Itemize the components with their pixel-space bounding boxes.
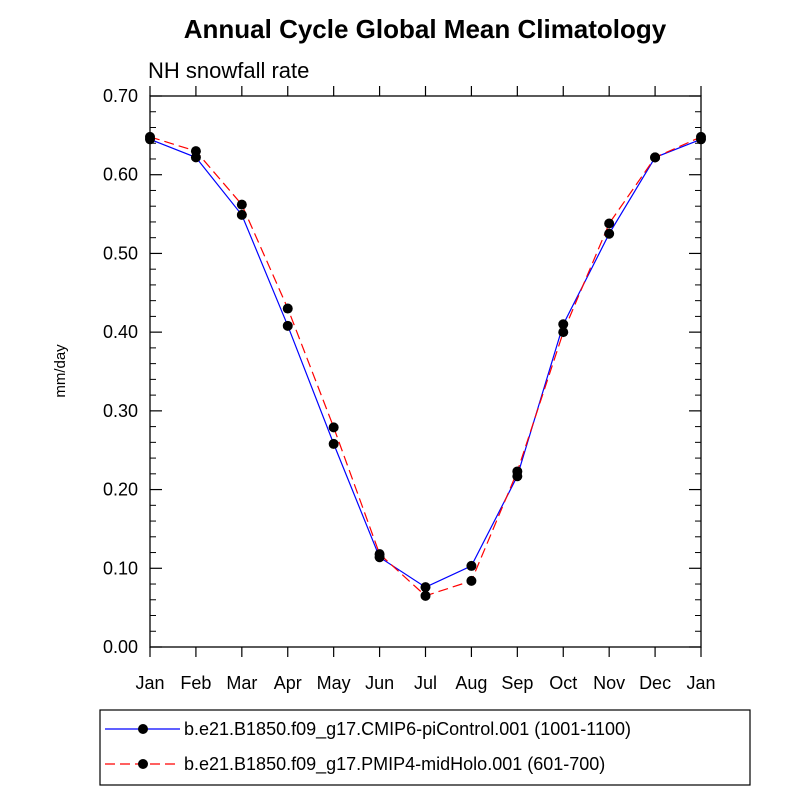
x-tick-label: Jan bbox=[686, 673, 715, 693]
y-tick-label: 0.40 bbox=[103, 322, 138, 342]
chart-subtitle: NH snowfall rate bbox=[148, 58, 309, 83]
data-point-s0-2 bbox=[236, 209, 247, 220]
y-tick-label: 0.60 bbox=[103, 165, 138, 185]
data-point-s0-7 bbox=[466, 560, 477, 571]
data-point-s1-6 bbox=[420, 590, 431, 601]
data-point-s1-5 bbox=[374, 549, 385, 560]
series-line-0 bbox=[149, 138, 702, 588]
x-tick-label: Dec bbox=[639, 673, 671, 693]
legend-label-1: b.e21.B1850.f09_g17.PMIP4-midHolo.001 (6… bbox=[184, 754, 605, 775]
data-point-s1-10 bbox=[604, 218, 615, 229]
legend-box bbox=[99, 709, 751, 786]
data-point-s1-7 bbox=[466, 575, 477, 586]
x-tick-label: Jun bbox=[365, 673, 394, 693]
data-point-s1-11 bbox=[650, 152, 661, 163]
data-point-s1-8 bbox=[512, 466, 523, 477]
data-point-s1-3 bbox=[282, 303, 293, 314]
data-point-s0-9 bbox=[558, 319, 569, 330]
data-point-s0-3 bbox=[282, 320, 293, 331]
chart-title: Annual Cycle Global Mean Climatology bbox=[184, 14, 667, 44]
legend-label-0: b.e21.B1850.f09_g17.CMIP6-piControl.001 … bbox=[184, 719, 631, 740]
y-tick-label: 0.10 bbox=[103, 558, 138, 578]
y-tick-label: 0.30 bbox=[103, 401, 138, 421]
y-tick-label: 0.50 bbox=[103, 243, 138, 263]
y-axis-label: mm/day bbox=[52, 344, 69, 398]
x-tick-label: Oct bbox=[549, 673, 577, 693]
data-point-s0-6 bbox=[420, 582, 431, 593]
x-tick-label: Jan bbox=[135, 673, 164, 693]
legend: b.e21.B1850.f09_g17.CMIP6-piControl.001 … bbox=[99, 709, 751, 786]
x-tick-label: May bbox=[317, 673, 351, 693]
x-tick-label: Feb bbox=[180, 673, 211, 693]
series-line-1 bbox=[149, 136, 702, 597]
data-point-s0-10 bbox=[604, 228, 615, 239]
data-point-s1-1 bbox=[190, 146, 201, 157]
x-tick-label: Jul bbox=[414, 673, 437, 693]
plot-frame bbox=[149, 95, 702, 648]
x-tick-label: Sep bbox=[501, 673, 533, 693]
x-tick-label: Apr bbox=[274, 673, 302, 693]
data-point-s1-4 bbox=[328, 422, 339, 433]
data-point-s1-9 bbox=[558, 327, 569, 338]
series-layer bbox=[145, 131, 706, 601]
x-tick-label: Aug bbox=[455, 673, 487, 693]
y-tick-label: 0.00 bbox=[103, 637, 138, 657]
data-point-s1-2 bbox=[236, 199, 247, 210]
data-point-s0-4 bbox=[328, 438, 339, 449]
y-tick-label: 0.20 bbox=[103, 480, 138, 500]
legend-marker-1 bbox=[138, 759, 148, 769]
y-tick-label: 0.70 bbox=[103, 86, 138, 106]
x-tick-label: Mar bbox=[226, 673, 257, 693]
legend-marker-0 bbox=[138, 724, 148, 734]
axis-ticks: 0.00 0.10 0.20 0.30 0.40 0.50 0.60 0.70 Jan Feb Ma… bbox=[103, 86, 716, 693]
x-tick-label: Nov bbox=[593, 673, 625, 693]
